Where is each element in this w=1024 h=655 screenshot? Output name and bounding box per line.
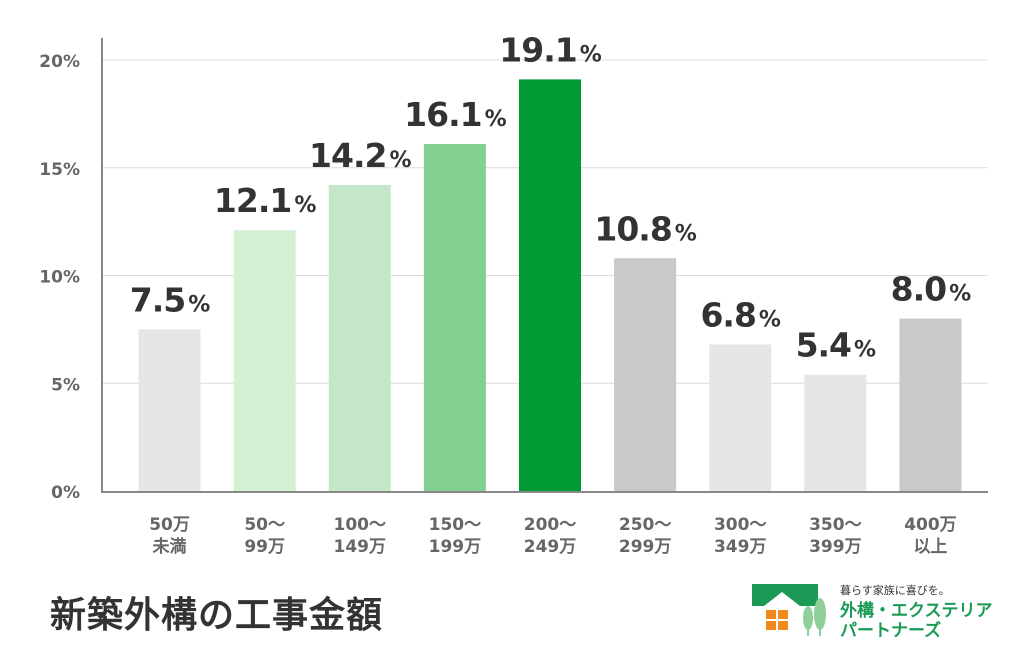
bar — [899, 318, 962, 491]
company-logo: 暮らす家族に喜びを。 外構・エクステリア パートナーズ — [752, 582, 1002, 641]
house-trees-icon — [752, 584, 826, 636]
x-tick-label: 349万 — [714, 537, 767, 557]
logo-name-line1: 外構・エクステリア — [840, 601, 993, 621]
y-tick-label: 5% — [51, 375, 80, 395]
logo-name-line2: パートナーズ — [840, 621, 942, 641]
x-tick-label: 299万 — [619, 537, 672, 557]
data-label: 12.1% — [214, 181, 316, 220]
x-tick-label: 199万 — [429, 537, 482, 557]
bar — [138, 329, 201, 491]
x-tick-label: 250～ — [619, 515, 672, 535]
bar — [233, 230, 296, 491]
x-tick-label: 50万 — [149, 515, 190, 535]
x-tick-label: 399万 — [809, 537, 862, 557]
bar — [423, 144, 486, 492]
bar — [614, 258, 677, 491]
data-label: 7.5% — [130, 280, 210, 319]
data-label: 5.4% — [796, 326, 876, 365]
data-label: 19.1% — [499, 30, 601, 69]
chart-title: 新築外構の工事金額 — [50, 595, 384, 636]
bar — [709, 344, 772, 491]
y-tick-label: 20% — [39, 52, 80, 72]
x-tick-label: 249万 — [524, 537, 577, 557]
bar — [519, 79, 581, 492]
x-tick-label: 400万 — [904, 515, 957, 535]
x-tick-label: 300～ — [714, 515, 767, 535]
data-label: 14.2% — [309, 136, 411, 175]
x-tick-label: 200～ — [524, 515, 577, 535]
x-tick-label: 149万 — [334, 537, 387, 557]
x-tick-label: 150～ — [429, 515, 482, 535]
x-tick-label: 99万 — [244, 537, 285, 557]
x-tick-label: 350～ — [809, 515, 862, 535]
bar — [804, 374, 867, 491]
data-label: 8.0% — [891, 270, 971, 309]
x-tick-label: 50～ — [244, 515, 285, 535]
y-tick-label: 10% — [39, 268, 80, 288]
logo-tagline: 暮らす家族に喜びを。 — [840, 584, 950, 597]
y-tick-label: 15% — [39, 160, 80, 180]
bar — [328, 184, 391, 492]
data-label: 6.8% — [700, 295, 780, 334]
data-label: 10.8% — [594, 209, 696, 248]
x-tick-label: 以上 — [913, 537, 947, 557]
x-tick-label: 未満 — [152, 536, 187, 557]
x-tick-label: 100～ — [334, 515, 387, 535]
data-label: 16.1% — [404, 95, 506, 134]
y-tick-label: 0% — [51, 483, 80, 503]
